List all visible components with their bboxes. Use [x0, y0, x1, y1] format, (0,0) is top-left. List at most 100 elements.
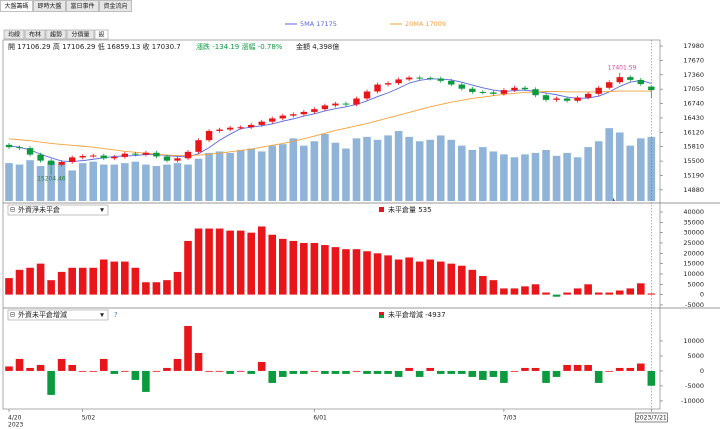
- subtab[interactable]: [45, 29, 67, 40]
- y-tick-label: 30000: [683, 229, 704, 237]
- candle-body: [16, 147, 23, 149]
- bar: [584, 284, 592, 295]
- volume-bar: [584, 147, 592, 201]
- bar: [110, 261, 119, 295]
- legend-entry: 5MA 17175: [300, 20, 337, 28]
- volume-bar: [5, 163, 13, 201]
- bar: [310, 242, 319, 295]
- volume-bar: [300, 145, 308, 201]
- candle-body: [279, 115, 286, 119]
- candle-body: [427, 78, 434, 80]
- bar: [531, 284, 540, 295]
- candle-body: [132, 153, 139, 155]
- volume-bar: [489, 151, 498, 201]
- volume-bar: [552, 155, 561, 201]
- bar: [184, 240, 192, 295]
- bar: [615, 290, 624, 295]
- volume-bar: [500, 154, 508, 201]
- candle-body: [363, 91, 371, 99]
- bar: [194, 352, 203, 371]
- bar: [373, 253, 382, 295]
- candle-body: [490, 92, 497, 94]
- volume-bar: [531, 152, 540, 201]
- volume-bar: [68, 170, 76, 201]
- x-tick-label: 5/02: [82, 415, 96, 422]
- bar: [594, 370, 603, 383]
- volume-bar: [342, 148, 350, 201]
- candle-body: [637, 79, 644, 85]
- subtab[interactable]: [94, 29, 109, 40]
- bar: [584, 364, 592, 371]
- bar: [457, 265, 466, 295]
- high-annotation: 17401.59: [608, 64, 637, 71]
- help-icon[interactable]: ?: [114, 311, 118, 319]
- legend-swatch: [379, 207, 384, 212]
- subtab[interactable]: [3, 29, 25, 40]
- y-tick-label: 25000: [683, 239, 704, 247]
- candle-body: [584, 93, 592, 98]
- candle-body: [469, 88, 476, 92]
- bar: [68, 364, 76, 371]
- bar: [542, 292, 550, 295]
- bar: [415, 261, 424, 295]
- amount-info: 金額 4,398億: [296, 42, 339, 51]
- volume-bar: [573, 157, 582, 201]
- legend-entry: 未平倉量 535: [388, 205, 432, 214]
- subtab-label: 分價量: [71, 31, 89, 39]
- legend-swatch: [379, 312, 384, 315]
- bar: [605, 370, 614, 372]
- bar: [89, 267, 98, 295]
- y-tick-label: -10000: [681, 397, 704, 405]
- subtab-label: 均線: [8, 31, 20, 39]
- x-tick-label: 4/20: [8, 415, 22, 422]
- x-tick-label: 7/03: [503, 415, 517, 422]
- volume-bar: [99, 164, 108, 201]
- y-tick-label: 14880: [683, 186, 704, 194]
- bar: [215, 370, 224, 372]
- y-tick-label: 35000: [683, 218, 704, 226]
- volume-bar: [142, 164, 150, 201]
- bar: [142, 282, 150, 295]
- y-tick-label: 16120: [683, 128, 704, 136]
- candle-body: [405, 77, 413, 80]
- subtab[interactable]: [24, 29, 46, 40]
- bar: [331, 370, 340, 374]
- candle-body: [342, 103, 350, 105]
- volume-bar: [226, 152, 234, 201]
- tab[interactable]: [0, 0, 33, 12]
- bar: [321, 245, 329, 295]
- tab[interactable]: [33, 0, 66, 12]
- indicator-select[interactable]: [7, 309, 109, 321]
- y-tick-label: 5000: [687, 280, 704, 288]
- change-info: 漲跌 -134.19 漲幅 -0.78%: [196, 42, 283, 51]
- volume-bar: [647, 136, 656, 201]
- bar: [552, 370, 561, 377]
- candle-body: [627, 77, 634, 80]
- subtab[interactable]: [66, 29, 95, 40]
- tab[interactable]: [99, 0, 132, 12]
- tab[interactable]: [66, 0, 99, 12]
- volume-bar: [352, 138, 361, 201]
- bar: [563, 292, 571, 295]
- candle-body: [90, 155, 97, 157]
- indicator-select[interactable]: [7, 204, 109, 216]
- candle-body: [395, 79, 402, 84]
- candle-body: [500, 90, 508, 94]
- volume-bar: [426, 139, 434, 201]
- bar: [573, 288, 582, 295]
- low-annotation: 15204.46: [37, 175, 66, 182]
- volume-bar: [163, 164, 171, 201]
- candle-body: [521, 87, 529, 90]
- bar: [457, 370, 466, 374]
- bar: [257, 361, 266, 371]
- bar: [26, 267, 34, 295]
- volume-bar: [131, 161, 140, 201]
- volume-bar: [542, 150, 550, 201]
- candle-body: [153, 152, 160, 157]
- bar: [194, 228, 203, 295]
- bar: [152, 282, 161, 295]
- bar: [310, 370, 319, 372]
- bar: [637, 283, 645, 295]
- candle-body: [479, 91, 487, 93]
